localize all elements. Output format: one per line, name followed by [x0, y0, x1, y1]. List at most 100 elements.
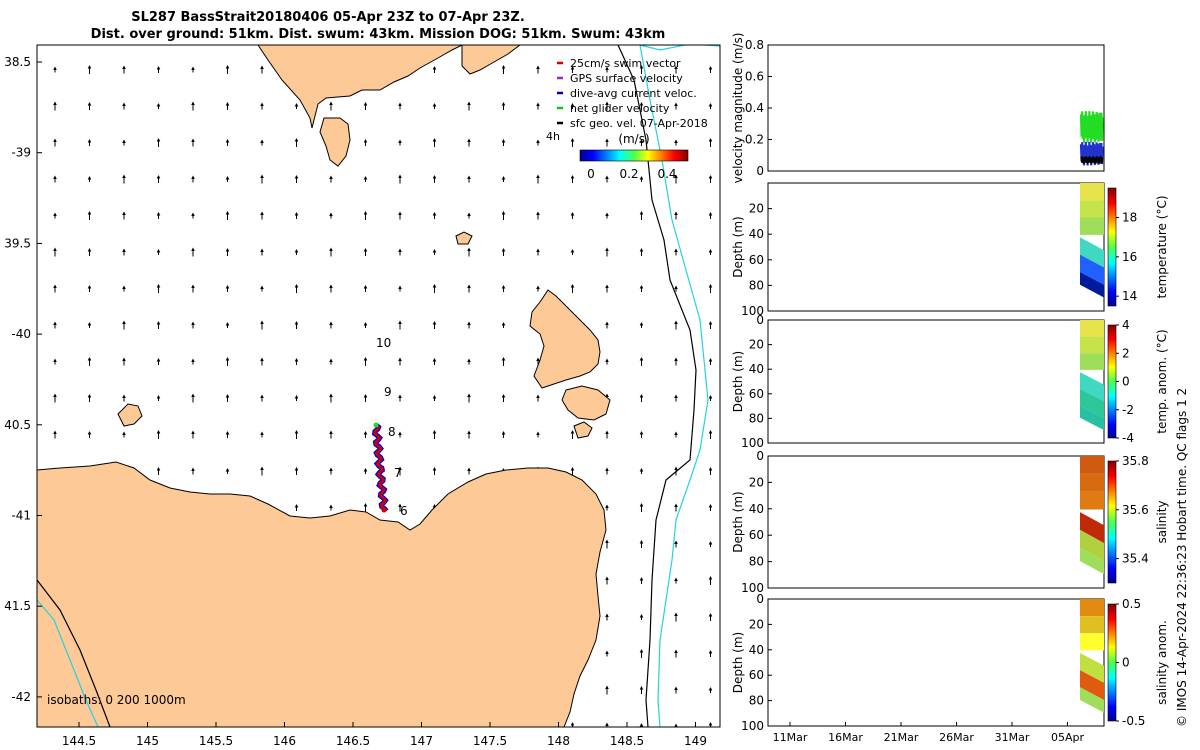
current-arrowhead [87, 285, 92, 289]
current-arrowhead [260, 357, 264, 361]
current-arrowhead [156, 395, 161, 399]
current-arrowhead [605, 722, 609, 726]
current-arrowhead [501, 176, 506, 180]
map-colorbar-tick: 0 [587, 167, 595, 181]
current-arrowhead [501, 139, 506, 143]
section-band [1080, 547, 1104, 575]
current-arrowhead [363, 285, 368, 289]
current-arrowhead [501, 285, 506, 289]
current-arrowhead [329, 504, 333, 508]
velocity-panel [767, 44, 1105, 172]
section-colorbar [1107, 187, 1117, 307]
current-arrowhead [674, 431, 678, 435]
current-arrowhead [191, 138, 195, 142]
current-arrowhead [122, 248, 126, 252]
depth-ylabel: Depth (m) [731, 491, 745, 552]
current-arrowhead [53, 101, 57, 105]
current-arrowhead [225, 431, 230, 435]
map-y-tick-label: 39.5 [4, 236, 31, 250]
current-arrowhead [432, 66, 437, 70]
time-x-tick-label: 05Apr [1051, 731, 1085, 744]
current-arrowhead [53, 138, 57, 142]
colorbar-tick-label: 0 [1122, 375, 1130, 389]
current-arrowhead [467, 101, 471, 105]
current-arrowhead [536, 174, 540, 178]
depth-y-tick-label: 40 [749, 502, 764, 516]
section-band [1080, 405, 1104, 431]
current-arrowhead [398, 285, 402, 289]
current-arrowhead [639, 649, 644, 653]
current-arrowhead [708, 613, 713, 617]
current-arrowhead [708, 430, 713, 434]
current-arrowhead [708, 103, 713, 107]
current-arrowhead [53, 393, 57, 397]
depth-y-tick-label: 60 [749, 387, 764, 401]
current-arrowhead [501, 248, 506, 252]
isobaths-label: isobaths: 0 200 1000m [47, 693, 186, 707]
section-band [1080, 633, 1104, 651]
depth-y-tick-label: 80 [749, 278, 764, 292]
current-arrowhead [570, 212, 575, 216]
map-y-tick-label: -40 [11, 327, 31, 341]
current-arrowhead [191, 101, 195, 105]
current-arrowhead [87, 176, 92, 180]
current-arrowhead [156, 66, 161, 70]
current-arrowhead [191, 247, 195, 251]
current-arrowhead [674, 503, 678, 507]
current-arrowhead [398, 102, 402, 106]
depth-y-tick-label: 0 [756, 592, 764, 606]
current-arrowhead [536, 139, 540, 143]
section-band [1080, 456, 1104, 474]
current-arrowhead [225, 65, 230, 69]
section-band [1080, 237, 1104, 268]
current-arrowhead [260, 285, 264, 289]
section-colorbar [1107, 324, 1117, 439]
current-arrowhead [605, 685, 609, 689]
depth-y-tick-label: 100 [741, 581, 764, 595]
depth-panel [767, 598, 1105, 727]
current-arrowhead [605, 321, 609, 325]
title-line-2: Dist. over ground: 51km. Dist. swum: 43k… [91, 27, 666, 42]
current-arrowhead [501, 102, 506, 106]
colorbar-tick-label: 35.4 [1122, 552, 1149, 566]
current-arrowhead [191, 212, 195, 216]
current-arrowhead [156, 430, 161, 434]
depth-y-tick-label: 0 [756, 449, 764, 463]
current-arrowhead [536, 102, 540, 106]
current-arrowhead [87, 394, 92, 398]
depth-y-tick-label: 20 [749, 338, 764, 352]
current-arrowhead [570, 138, 575, 142]
current-arrowhead [156, 467, 161, 471]
current-arrowhead [363, 503, 368, 507]
depth-y-tick-label: 100 [741, 719, 764, 733]
current-arrowhead [708, 249, 713, 253]
current-arrowhead [87, 248, 92, 252]
current-arrowhead [363, 211, 368, 215]
current-arrowhead [605, 138, 609, 142]
current-arrowhead [536, 357, 540, 361]
current-arrowhead [363, 431, 368, 435]
current-arrowhead [225, 468, 230, 472]
current-arrowhead [432, 249, 437, 253]
current-arrowhead [122, 211, 126, 215]
map-colorbar-tick: 0.2 [619, 167, 638, 181]
map-x-tick-label: 148.5 [610, 734, 644, 748]
current-arrowhead [225, 139, 230, 143]
depth-y-tick-label: 60 [749, 253, 764, 267]
current-arrowhead [398, 211, 402, 215]
velocity-y-tick-label: 0.6 [745, 70, 764, 84]
time-x-tick-label: 11Mar [773, 731, 808, 744]
colorbar-tick-label: 16 [1122, 250, 1137, 264]
current-arrowhead [87, 65, 92, 69]
current-arrowhead [432, 284, 437, 288]
current-arrowhead [363, 102, 368, 106]
current-arrowhead [398, 394, 402, 398]
current-arrowhead [467, 138, 471, 142]
current-arrowhead [536, 285, 540, 289]
legend-label: sfc geo. vel. 07-Apr-2018 [570, 117, 708, 130]
current-arrowhead [122, 357, 126, 361]
isobath-west-1000m [37, 599, 99, 727]
current-arrowhead [639, 723, 644, 727]
current-arrowhead [260, 211, 264, 215]
